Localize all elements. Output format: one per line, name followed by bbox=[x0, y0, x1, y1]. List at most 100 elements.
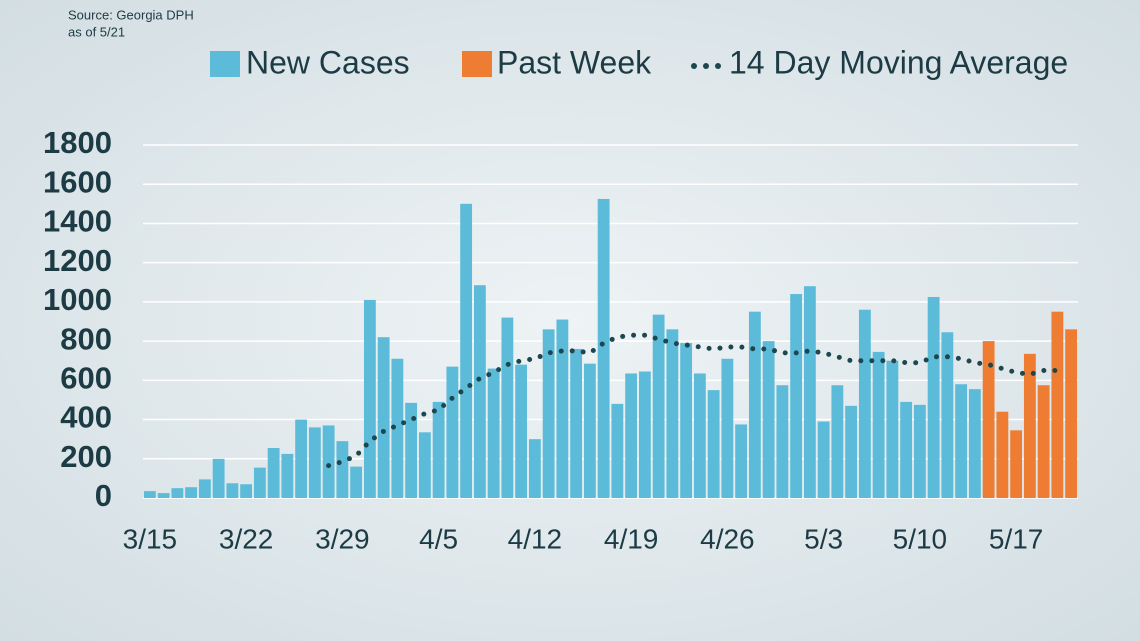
bar bbox=[625, 373, 638, 498]
bar bbox=[790, 294, 803, 498]
bar bbox=[171, 488, 184, 498]
x-tick-label: 5/3 bbox=[804, 523, 843, 554]
bar bbox=[377, 337, 390, 498]
legend-label: New Cases bbox=[246, 44, 410, 80]
bar bbox=[185, 487, 198, 498]
bar bbox=[611, 403, 624, 498]
y-tick-label: 1200 bbox=[43, 243, 112, 278]
bar bbox=[253, 467, 266, 498]
bar bbox=[583, 363, 596, 498]
bar bbox=[817, 421, 830, 498]
bar bbox=[487, 368, 500, 498]
bar bbox=[336, 441, 349, 498]
x-tick-label: 3/22 bbox=[219, 523, 274, 554]
bar bbox=[446, 366, 459, 498]
bar bbox=[1051, 311, 1064, 498]
bar bbox=[212, 458, 225, 498]
bar bbox=[226, 483, 239, 498]
legend-label: 14 Day Moving Average bbox=[729, 44, 1068, 80]
x-tick-label: 5/17 bbox=[989, 523, 1044, 554]
bar bbox=[1065, 329, 1078, 498]
legend-dots bbox=[691, 63, 721, 69]
bar bbox=[405, 402, 418, 498]
bar bbox=[845, 405, 858, 498]
y-tick-label: 1400 bbox=[43, 204, 112, 239]
x-tick-label: 4/5 bbox=[419, 523, 458, 554]
bar bbox=[721, 358, 734, 498]
x-tick-label: 5/10 bbox=[893, 523, 948, 554]
bar bbox=[432, 401, 445, 498]
bar bbox=[570, 348, 583, 498]
y-tick-label: 1600 bbox=[43, 164, 112, 199]
bar bbox=[680, 343, 693, 498]
bar bbox=[913, 404, 926, 498]
bar bbox=[143, 491, 156, 498]
bar bbox=[418, 432, 431, 498]
bar bbox=[267, 447, 280, 498]
bar bbox=[941, 332, 954, 498]
bar bbox=[955, 384, 968, 498]
bar bbox=[308, 427, 321, 498]
y-tick-label: 400 bbox=[60, 400, 112, 435]
bar bbox=[363, 299, 376, 498]
x-tick-label: 3/15 bbox=[123, 523, 178, 554]
source: Source: Georgia DPH bbox=[68, 7, 194, 22]
bar bbox=[803, 286, 816, 498]
bar bbox=[900, 401, 913, 498]
bar bbox=[693, 373, 706, 498]
bar bbox=[776, 385, 789, 498]
x-tick-label: 4/19 bbox=[604, 523, 659, 554]
moving-average-line bbox=[326, 332, 1060, 469]
bar bbox=[556, 319, 569, 498]
bar bbox=[350, 466, 363, 498]
bar bbox=[968, 389, 981, 498]
bar bbox=[281, 453, 294, 498]
y-tick-label: 1800 bbox=[43, 125, 112, 160]
x-tick-label: 4/12 bbox=[508, 523, 563, 554]
legend: New Cases Past Week 14 Day Moving Averag… bbox=[210, 44, 1068, 80]
bar bbox=[391, 358, 404, 498]
bar bbox=[542, 329, 555, 498]
bar bbox=[996, 411, 1009, 498]
bar bbox=[460, 203, 473, 499]
bar bbox=[198, 479, 211, 498]
bar bbox=[858, 309, 871, 498]
bar bbox=[652, 314, 665, 498]
bar bbox=[240, 484, 253, 498]
y-tick-label: 800 bbox=[60, 321, 112, 356]
bar bbox=[597, 198, 610, 499]
bar bbox=[528, 439, 541, 498]
legend-swatch bbox=[210, 51, 240, 77]
bar bbox=[1010, 430, 1023, 498]
bar bbox=[638, 371, 651, 498]
y-tick-label: 200 bbox=[60, 439, 112, 474]
bar bbox=[501, 317, 514, 498]
bar bbox=[707, 390, 720, 498]
legend-swatch bbox=[462, 51, 492, 77]
bar bbox=[666, 329, 679, 498]
bar bbox=[982, 341, 995, 498]
bar bbox=[295, 419, 308, 498]
legend-label: Past Week bbox=[497, 44, 652, 80]
bar bbox=[872, 351, 885, 498]
bar bbox=[927, 296, 940, 498]
x-tick-label: 3/29 bbox=[315, 523, 370, 554]
x-tick-label: 4/26 bbox=[700, 523, 755, 554]
y-tick-label: 600 bbox=[60, 361, 112, 396]
bar bbox=[322, 425, 335, 498]
bar bbox=[157, 493, 170, 498]
bar bbox=[473, 285, 486, 498]
bar bbox=[886, 360, 899, 498]
y-tick-label: 1000 bbox=[43, 282, 112, 317]
bar bbox=[1023, 353, 1036, 498]
bar bbox=[515, 364, 528, 498]
as-of: as of 5/21 bbox=[68, 24, 125, 39]
bar bbox=[1037, 385, 1050, 498]
bar bbox=[735, 424, 748, 498]
y-tick-label: 0 bbox=[95, 478, 112, 513]
bar bbox=[762, 341, 775, 498]
bar bbox=[831, 385, 844, 498]
bar bbox=[748, 311, 761, 498]
